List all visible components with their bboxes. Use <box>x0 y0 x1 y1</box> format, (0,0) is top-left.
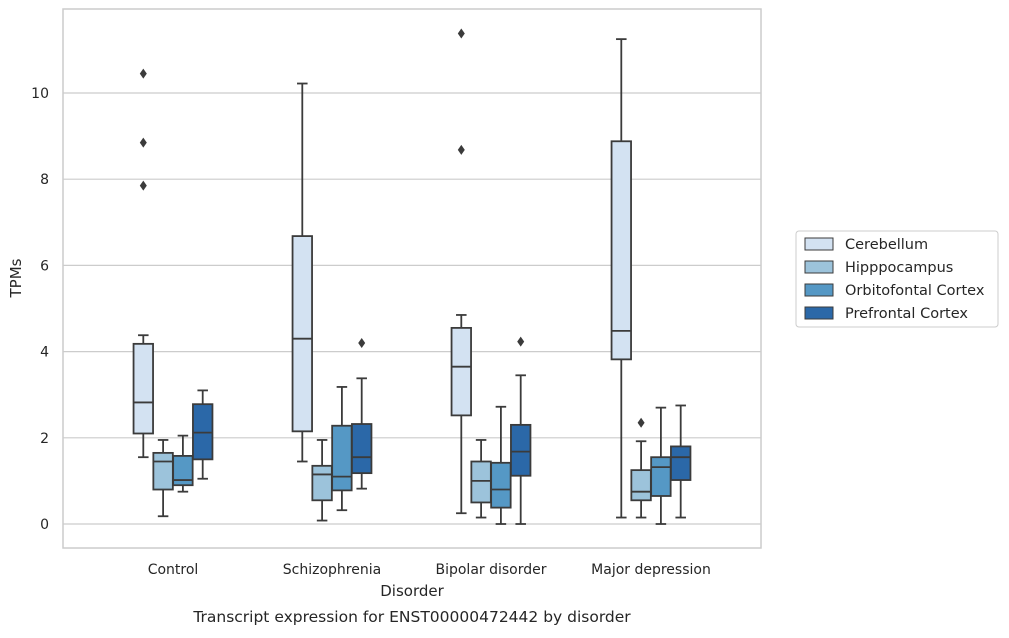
box-prefrontal-cortex-2 <box>510 336 532 525</box>
box-body <box>172 455 194 487</box>
x-tick-label-control: Control <box>148 562 199 578</box>
outlier-point <box>358 337 366 348</box>
x-axis-ticks: Control Schizophrenia Bipolar disorder Majo… <box>148 562 711 578</box>
box-body <box>331 424 353 492</box>
legend-label-prefrontal-cortex: Prefrontal Cortex <box>845 306 968 322</box>
box-orbitofontal-cortex-3 <box>650 406 672 525</box>
y-tick-label-10: 10 <box>31 86 49 102</box>
y-tick-label-6: 6 <box>40 258 49 274</box>
box-cerebellum-1 <box>291 82 313 463</box>
y-tick-label-2: 2 <box>40 431 49 447</box>
legend-frame <box>795 230 999 328</box>
outlier-point <box>457 144 465 155</box>
legend-swatch-prefrontal-cortex <box>804 306 834 320</box>
legend-label-cerebellum: Cerebellum <box>845 237 928 253</box>
legend-swatch-hipppocampus <box>804 260 834 274</box>
box-orbitofontal-cortex-1 <box>331 386 353 512</box>
chart-caption: Transcript expression for ENST0000047244… <box>192 608 631 626</box>
box-body <box>650 456 672 497</box>
y-axis-label: TPMs <box>7 258 25 298</box>
y-tick-label-4: 4 <box>40 345 49 361</box>
y-tick-label-8: 8 <box>40 172 49 188</box>
box-body <box>132 342 154 435</box>
box-hipppocampus-2 <box>470 439 492 519</box>
outlier-point <box>637 417 645 428</box>
box-body <box>311 464 333 502</box>
box-cerebellum-2 <box>450 28 472 515</box>
outlier-point <box>139 68 147 79</box>
legend-label-hipppocampus: Hipppocampus <box>845 260 953 276</box>
legend-label-orbitofontal-cortex: Orbitofontal Cortex <box>845 283 985 299</box>
box-prefrontal-cortex-3 <box>670 404 692 519</box>
outlier-point <box>139 180 147 191</box>
box-body <box>152 451 174 491</box>
outlier-point <box>457 28 465 39</box>
box-cerebellum-0 <box>132 68 154 459</box>
box-cerebellum-3 <box>610 38 632 519</box>
gridlines <box>63 92 761 525</box>
x-tick-label-schizophrenia: Schizophrenia <box>283 562 381 578</box>
box-orbitofontal-cortex-0 <box>172 434 194 493</box>
x-axis-label: Disorder <box>380 582 444 600</box>
box-body <box>291 235 313 433</box>
outlier-point <box>139 137 147 148</box>
y-tick-label-0: 0 <box>40 517 49 533</box>
legend: Cerebellum Hipppocampus Orbitofontal Corte… <box>795 230 999 328</box>
box-body <box>610 140 632 361</box>
box-body <box>510 423 532 477</box>
y-axis-ticks: 0 2 4 6 8 10 <box>31 86 49 533</box>
box-body <box>450 326 472 417</box>
box-body <box>470 460 492 504</box>
box-body <box>670 445 692 481</box>
box-prefrontal-cortex-0 <box>192 389 214 480</box>
boxes <box>132 28 692 525</box>
x-tick-label-bipolar-disorder: Bipolar disorder <box>435 562 546 578</box>
outlier-point <box>517 336 525 347</box>
box-body <box>490 461 512 509</box>
x-tick-label-major-depression: Major depression <box>591 562 711 578</box>
box-orbitofontal-cortex-2 <box>490 405 512 525</box>
legend-swatch-cerebellum <box>804 237 834 251</box>
legend-swatch-orbitofontal-cortex <box>804 283 834 297</box>
box-hipppocampus-3 <box>630 417 652 519</box>
box-prefrontal-cortex-1 <box>351 337 373 490</box>
box-body <box>630 469 652 502</box>
box-body <box>351 423 373 475</box>
